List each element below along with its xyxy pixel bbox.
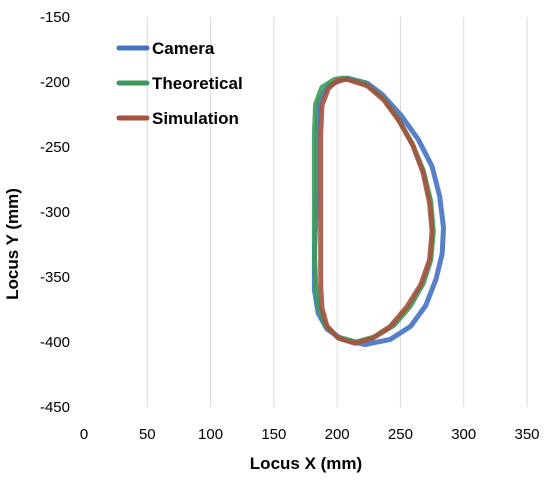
x-tick-label: 350 <box>514 426 539 443</box>
y-tick-label: -300 <box>40 204 70 221</box>
y-tick-label: -400 <box>40 334 70 351</box>
legend-label: Theoretical <box>152 74 243 93</box>
y-tick-label: -150 <box>40 9 70 26</box>
y-tick-label: -250 <box>40 139 70 156</box>
x-tick-label: 250 <box>388 426 413 443</box>
x-tick-label: 150 <box>261 426 286 443</box>
series-line-simulation <box>318 76 435 346</box>
series-line-camera <box>311 75 446 348</box>
x-axis-title: Locus X (mm) <box>250 454 362 473</box>
x-tick-label: 100 <box>198 426 223 443</box>
x-tick-label: 0 <box>80 426 88 443</box>
y-axis-title: Locus Y (mm) <box>3 188 22 300</box>
x-tick-label: 50 <box>139 426 156 443</box>
series-line-theoretical <box>311 75 436 345</box>
x-tick-label: 200 <box>325 426 350 443</box>
legend-label: Simulation <box>152 109 239 128</box>
y-tick-label: -350 <box>40 269 70 286</box>
series-lines <box>311 75 446 348</box>
x-tick-label: 300 <box>451 426 476 443</box>
y-tick-labels: -150 -200 -250 -300 -350 -400 -450 <box>40 9 70 416</box>
legend-label: Camera <box>152 39 215 58</box>
y-tick-label: -450 <box>40 399 70 416</box>
y-tick-label: -200 <box>40 74 70 91</box>
legend: Camera Theoretical Simulation <box>116 39 243 128</box>
x-tick-labels: 0 50 100 150 200 250 300 350 <box>80 426 540 443</box>
